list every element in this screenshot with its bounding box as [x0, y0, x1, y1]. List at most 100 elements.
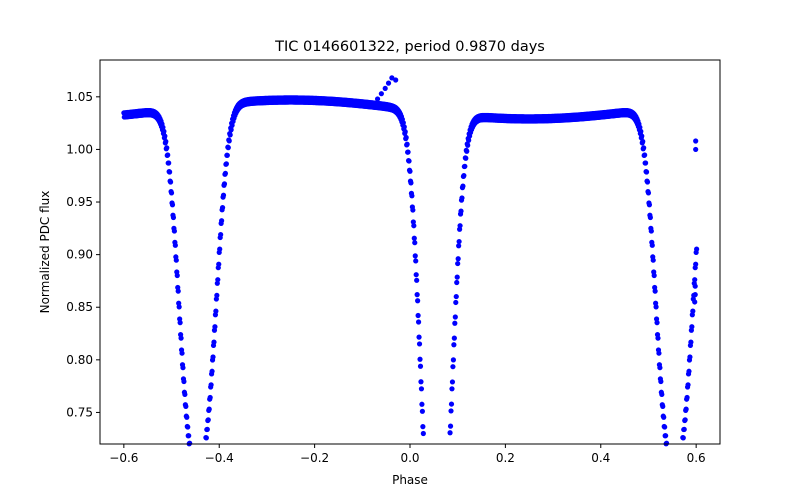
data-point	[418, 379, 424, 385]
data-point	[207, 394, 213, 401]
data-point	[683, 406, 689, 412]
data-point	[454, 279, 460, 286]
data-point	[408, 180, 414, 186]
y-tick-label: 0.85	[66, 300, 93, 314]
data-point	[415, 312, 421, 319]
data-point	[419, 408, 425, 414]
x-tick-label: 0.4	[591, 451, 610, 465]
data-point	[644, 179, 651, 185]
data-point	[162, 133, 168, 139]
data-point	[409, 193, 415, 199]
data-point	[174, 272, 180, 279]
data-point	[645, 190, 652, 196]
x-tick-label: −0.2	[300, 451, 329, 465]
data-point	[654, 320, 660, 326]
x-tick-label: −0.4	[205, 451, 234, 465]
data-point	[400, 120, 406, 126]
data-point	[655, 335, 661, 341]
data-point	[414, 277, 420, 283]
data-point	[185, 424, 191, 430]
data-point	[447, 430, 453, 436]
data-point	[215, 277, 221, 283]
data-point	[214, 292, 220, 298]
data-point	[461, 172, 467, 179]
data-point	[418, 386, 425, 392]
data-point	[176, 304, 182, 310]
data-point	[161, 128, 167, 134]
data-point	[385, 80, 392, 86]
data-point	[640, 138, 646, 145]
data-point	[204, 426, 210, 432]
data-point	[167, 169, 173, 175]
data-point	[401, 124, 407, 130]
data-point	[663, 440, 670, 446]
data-point	[420, 424, 426, 430]
data-point	[453, 293, 459, 300]
data-point	[389, 75, 395, 81]
data-point	[178, 335, 184, 341]
data-point	[413, 258, 419, 264]
data-point	[209, 368, 215, 374]
data-point	[211, 339, 217, 345]
data-point	[693, 261, 699, 267]
data-point	[419, 401, 425, 407]
data-point	[641, 145, 647, 151]
data-point	[647, 214, 653, 221]
data-point	[651, 272, 657, 279]
data-point	[208, 382, 214, 388]
data-point	[168, 190, 175, 196]
data-point	[225, 145, 231, 151]
data-point	[456, 238, 462, 245]
data-point	[639, 133, 645, 139]
data-point	[458, 208, 464, 214]
data-point	[226, 138, 232, 144]
y-tick-label: 1.00	[66, 142, 93, 156]
data-point	[184, 414, 190, 420]
data-point	[216, 261, 222, 267]
data-point	[221, 181, 228, 187]
data-point	[414, 292, 420, 298]
data-point	[692, 299, 698, 305]
data-point	[457, 223, 463, 229]
data-point	[378, 91, 384, 97]
data-point	[687, 354, 693, 360]
plot-frame	[99, 59, 721, 445]
data-point	[659, 391, 665, 398]
x-tick-label: 0.0	[400, 451, 419, 465]
data-point	[464, 148, 470, 154]
data-point	[416, 334, 422, 340]
y-tick-label: 0.75	[66, 405, 93, 419]
data-point	[218, 231, 224, 238]
data-point	[680, 435, 686, 441]
data-point	[462, 163, 468, 169]
data-point	[643, 169, 650, 175]
data-point	[416, 341, 423, 347]
y-tick-label: 1.05	[66, 90, 93, 104]
y-tick-label: 0.80	[66, 353, 93, 367]
data-point	[410, 207, 416, 213]
y-axis: 0.75 0.80 0.85 0.90 0.95 1.00 1.05	[66, 90, 100, 419]
data-point	[460, 183, 466, 189]
data-point	[688, 339, 694, 345]
data-point	[224, 152, 230, 158]
data-point	[405, 149, 411, 155]
data-point	[171, 228, 177, 234]
data-point	[181, 378, 187, 385]
data-point	[393, 77, 399, 83]
data-point	[166, 160, 172, 166]
data-point	[411, 235, 417, 241]
data-point	[662, 424, 668, 430]
data-point	[463, 155, 469, 161]
data-point	[203, 435, 209, 441]
data-point	[406, 158, 412, 164]
data-point	[686, 368, 692, 374]
data-point	[681, 426, 687, 432]
data-point	[689, 324, 695, 330]
data-point	[173, 257, 179, 263]
data-point	[452, 314, 458, 320]
data-point	[637, 124, 643, 130]
chart-title: TIC 0146601322, period 0.9870 days	[274, 39, 545, 55]
data-point	[402, 129, 408, 135]
data-point	[186, 433, 192, 439]
data-point	[660, 403, 666, 409]
